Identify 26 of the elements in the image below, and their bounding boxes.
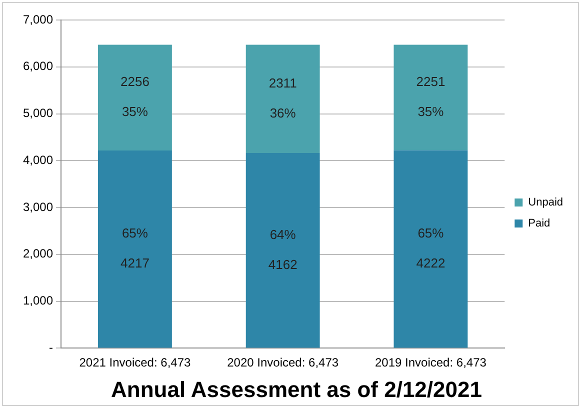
bar (394, 150, 468, 348)
data-label: 2251 35% (416, 74, 446, 120)
legend-label: Paid (528, 218, 550, 230)
bar (98, 150, 172, 348)
text: Annual Assessment as of 2/12/2021 (111, 376, 482, 402)
bar (246, 153, 320, 348)
x-tick-label: 2021 Invoiced: 6,473 (79, 356, 191, 370)
x-tick-label: 2020 Invoiced: 6,473 (227, 356, 339, 370)
legend-label: Unpaid (528, 196, 563, 209)
y-tick-label: 5,000 (23, 106, 54, 120)
y-tick-label: 6,000 (23, 59, 54, 74)
data-label: 65% 4222 (416, 226, 446, 271)
data-label: 64% 4162 (268, 226, 298, 272)
data-label: 65% 4217 (120, 226, 150, 271)
data-label: 2311 36% (268, 75, 297, 120)
y-tick-label: 3,000 (23, 200, 54, 214)
y-tick-label: 1,000 (23, 294, 54, 308)
x-tick-label: 2019 Invoiced: 6,473 (374, 356, 487, 370)
bar (394, 44, 468, 150)
y-tick-label: 4,000 (23, 152, 54, 167)
bar (98, 44, 172, 150)
y-tick-label: 7,000 (23, 12, 54, 26)
data-label: 2256 35% (120, 74, 150, 120)
bar (246, 44, 320, 154)
y-tick-label: 2,000 (23, 246, 54, 261)
y-tick-label: - (49, 340, 54, 355)
